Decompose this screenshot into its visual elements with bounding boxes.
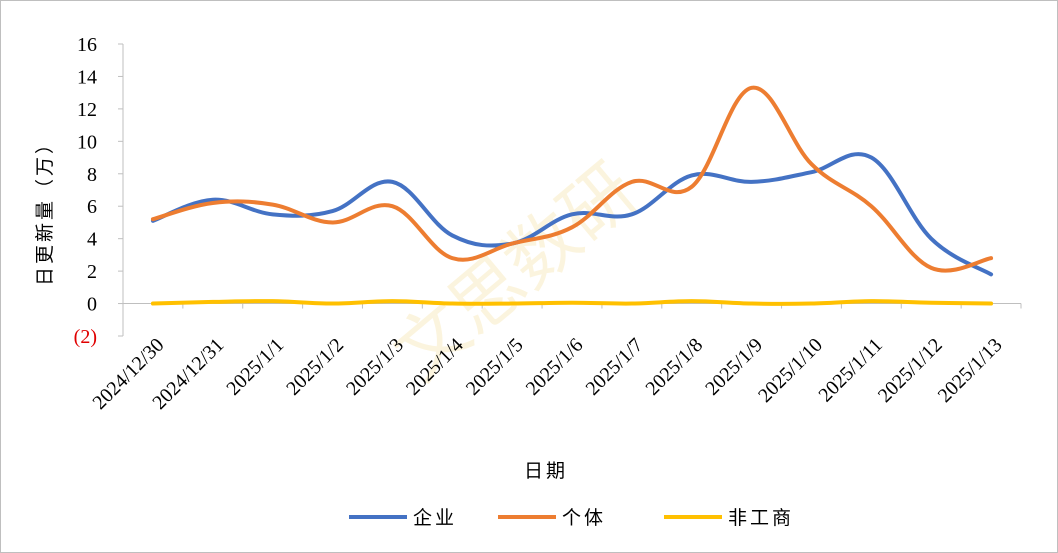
y-tick-label: 6 [87,196,97,218]
x-tick-label: 2025/1/13 [934,334,1007,407]
legend-label: 非工商 [728,507,794,529]
series-line-0 [150,152,994,277]
y-axis-title: 日更新量（万） [34,132,56,286]
x-tick-label: 2025/1/1 [222,334,288,400]
x-tick-label: 2025/1/12 [874,334,947,407]
x-tick-label: 2025/1/10 [754,334,827,407]
y-tick-labels: 16 14 12 10 8 6 4 2 0 (2) [74,34,97,348]
y-tick-label: 8 [87,164,97,186]
legend-label: 个体 [562,507,606,529]
legend: 企业 个体 非工商 [349,507,794,529]
y-tick-label: 16 [77,34,97,56]
x-axis-title: 日期 [524,460,568,482]
legend-label: 企业 [413,507,457,529]
y-tick-label: (2) [74,326,97,348]
x-tick-label: 2025/1/2 [282,334,348,400]
y-tick-label: 12 [77,99,97,121]
x-tick-label: 2025/1/3 [342,334,408,400]
x-tick-label: 2025/1/6 [522,334,588,400]
y-tick-label: 4 [87,229,97,251]
x-tick-label: 2025/1/7 [582,334,648,400]
x-tick-label: 2025/1/11 [814,334,886,406]
y-tick-label: 0 [87,294,97,316]
y-tick-label: 10 [77,131,97,153]
y-tick-label: 2 [87,261,97,283]
x-tick-label: 2025/1/8 [641,334,707,400]
y-tick-label: 14 [77,66,97,88]
series-line-2 [150,299,994,306]
series-lines [150,85,994,306]
series-line-1 [150,85,994,273]
x-tick-labels: 2024/12/302024/12/312025/1/12025/1/22025… [88,334,1006,414]
